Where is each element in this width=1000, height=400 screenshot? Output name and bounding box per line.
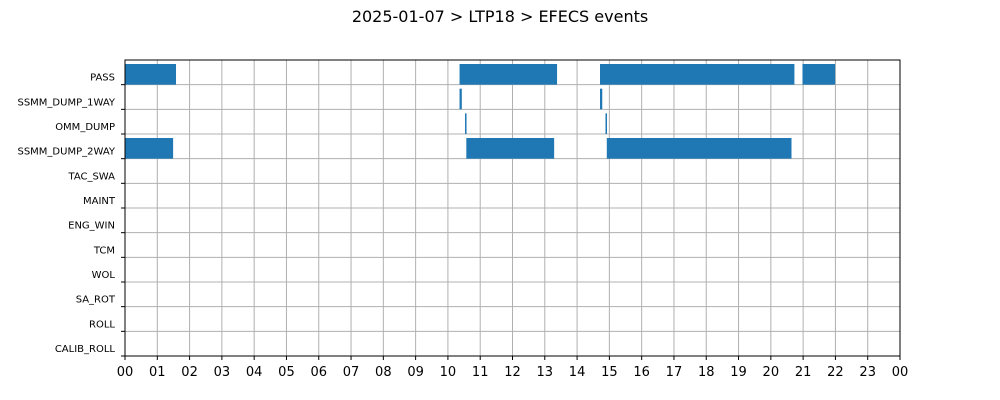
x-tick-label: 04 (246, 365, 263, 380)
event-bar-pass (802, 64, 836, 85)
y-tick-label: TCM (93, 245, 115, 256)
y-tick-label: SSMM_DUMP_1WAY (17, 97, 115, 108)
x-tick-label: 00 (117, 365, 134, 380)
grid-layer (125, 60, 900, 356)
x-tick-label: 09 (407, 365, 424, 380)
chart-title: 2025-01-07 > LTP18 > EFECS events (352, 7, 648, 26)
x-tick-label: 01 (149, 365, 166, 380)
event-bar-ssmm-dump-2way (466, 138, 555, 159)
x-tick-label: 18 (698, 365, 715, 380)
bars-layer (125, 64, 836, 159)
y-tick-label: ROLL (89, 319, 115, 330)
x-tick-label: 11 (472, 365, 489, 380)
y-tick-label: WOL (92, 270, 116, 281)
event-bar-pass (125, 64, 177, 85)
x-tick-label: 10 (440, 365, 457, 380)
event-bar-omm-dump (465, 113, 467, 134)
x-tick-label: 21 (795, 365, 812, 380)
y-tick-label: TAC_SWA (67, 171, 115, 182)
x-tick-label: 16 (633, 365, 650, 380)
x-tick-label: 07 (343, 365, 360, 380)
x-tick-label: 08 (375, 365, 392, 380)
y-tick-label: ENG_WIN (68, 221, 115, 232)
x-tick-label: 15 (601, 365, 618, 380)
event-bar-ssmm-dump-2way (606, 138, 792, 159)
event-bar-ssmm-dump-1way (459, 88, 462, 110)
x-tick-label: 20 (763, 365, 780, 380)
event-bar-omm-dump (605, 113, 607, 134)
y-tick-label: CALIB_ROLL (55, 344, 116, 355)
event-bar-pass (600, 64, 795, 85)
event-bar-ssmm-dump-1way (600, 88, 603, 110)
x-axis: 00 01 02 03 04 05 06 07 08 09 10 11 12 13 14 15 16 17 18 19… (117, 356, 909, 380)
x-tick-label: 00 (892, 365, 909, 380)
x-tick-label: 14 (569, 365, 586, 380)
x-tick-label: 06 (310, 365, 327, 380)
event-bar-pass (459, 64, 558, 85)
y-tick-label: PASS (90, 73, 115, 84)
x-tick-label: 13 (537, 365, 554, 380)
x-tick-label: 03 (214, 365, 231, 380)
event-bar-ssmm-dump-2way (125, 138, 174, 159)
y-axis: PASS SSMM_DUMP_1WAY OMM_DUMP SSMM_DUMP_2WAY… (17, 73, 125, 357)
x-tick-label: 23 (859, 365, 876, 380)
x-tick-label: 02 (181, 365, 198, 380)
x-tick-label: 05 (278, 365, 295, 380)
y-tick-label: MAINT (83, 196, 116, 207)
x-tick-label: 22 (827, 365, 844, 380)
x-tick-label: 17 (666, 365, 683, 380)
x-tick-label: 19 (730, 365, 747, 380)
y-tick-label: SA_ROT (76, 295, 116, 306)
y-tick-label: OMM_DUMP (55, 122, 115, 133)
y-tick-label: SSMM_DUMP_2WAY (17, 147, 115, 158)
x-tick-label: 12 (504, 365, 521, 380)
